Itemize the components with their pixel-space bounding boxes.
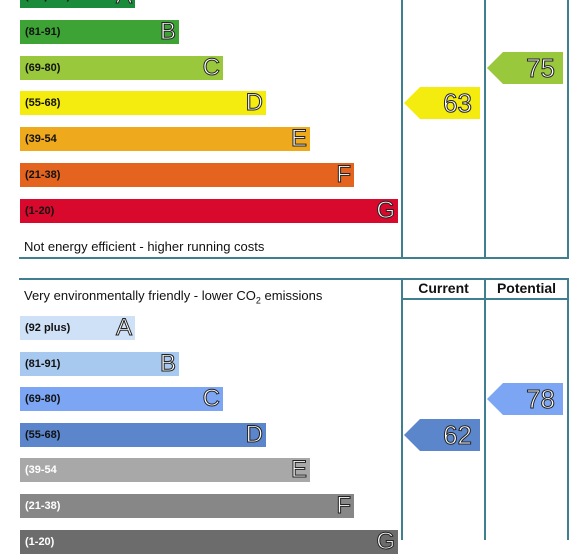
band-letter: G [376, 196, 396, 224]
band-letter: A [115, 314, 132, 341]
rating-band-a: (92 plus) A [20, 0, 135, 9]
band-range-label: (69-80) [25, 393, 61, 406]
potential-rating-arrow-polygon [487, 383, 563, 416]
band-letter: E [290, 456, 307, 484]
current-rating-arrow-value: 62 [443, 419, 473, 450]
top-caption-prefix: Very environmentally friendly - lower CO [24, 288, 256, 303]
band-range-label: (81-91) [25, 25, 61, 38]
band-letter: D [245, 420, 263, 448]
rating-band-f: (21-38) F [20, 161, 354, 188]
band-letter: G [376, 527, 396, 555]
band-range-label: (1-20) [25, 535, 55, 548]
potential-rating-arrow-shape [487, 383, 563, 416]
frame-line [567, 0, 569, 259]
band-range-label: (81-91) [25, 357, 61, 370]
rating-band-g: (1-20) G [20, 196, 398, 224]
rating-band-f: (21-38) F [20, 492, 354, 519]
potential-rating-arrow-value: 75 [526, 52, 556, 83]
band-letter: C [202, 53, 220, 81]
current-rating-arrow: 63 [404, 87, 480, 120]
band-range-label: (21-38) [25, 500, 61, 512]
frame-line [401, 298, 569, 300]
band-range-label: (1-20) [25, 204, 55, 217]
current-rating-arrow-shape [404, 87, 480, 120]
frame-line [19, 257, 569, 259]
column-header-potential: Potential [496, 280, 557, 296]
current-rating-arrow-value: 63 [443, 88, 473, 119]
top-caption-subscript: 2 [255, 295, 261, 306]
band-range-label: (21-38) [25, 169, 61, 181]
current-rating-arrow: 62 [404, 418, 480, 451]
band-letter: B [159, 349, 176, 377]
band-letter: F [336, 161, 352, 188]
frame-line [484, 278, 486, 540]
band-letter: A [115, 0, 132, 9]
band-letter: F [336, 492, 352, 519]
band-letter: C [202, 385, 220, 413]
rating-band-e: (39-54 E [20, 125, 310, 153]
rating-band-b: (81-91) B [20, 349, 179, 377]
rating-band-c: (69-80) C [20, 53, 223, 81]
band-range-label: (39-54 [25, 133, 57, 146]
rating-band-d: (55-68) D [20, 420, 266, 448]
current-rating-arrow-shape [404, 418, 480, 451]
potential-rating-arrow-value: 78 [526, 384, 556, 415]
potential-rating-arrow: 75 [487, 51, 563, 84]
potential-rating-arrow-polygon [487, 51, 563, 84]
band-range-label: (55-68) [25, 428, 61, 441]
environmental-impact-chart: Current Potential Very environmentally f… [0, 278, 585, 555]
frame-line [567, 278, 569, 540]
band-range-label: (92 plus) [25, 322, 71, 334]
energy-efficiency-chart: Not energy efficient - higher running co… [0, 0, 585, 259]
current-rating-arrow-polygon [404, 87, 480, 120]
rating-band-e: (39-54 E [20, 456, 310, 484]
band-range-label: (69-80) [25, 61, 61, 74]
rating-band-a: (92 plus) A [20, 314, 135, 341]
frame-line [401, 0, 403, 259]
bottom-caption: Not energy efficient - higher running co… [24, 239, 265, 254]
rating-band-g: (1-20) G [20, 527, 398, 555]
frame-line [19, 278, 569, 280]
band-range-label: (39-54 [25, 464, 57, 477]
band-letter: B [159, 17, 176, 45]
rating-band-c: (69-80) C [20, 385, 223, 413]
top-caption-suffix: emissions [260, 288, 323, 303]
potential-rating-arrow: 78 [487, 383, 563, 416]
potential-rating-arrow-shape [487, 51, 563, 84]
band-range-label: (92 plus) [25, 0, 70, 2]
column-header-current: Current [418, 280, 469, 296]
frame-line [484, 0, 486, 259]
band-letter: D [245, 89, 263, 117]
band-range-label: (55-68) [25, 97, 61, 110]
frame-line [401, 278, 403, 540]
current-rating-arrow-polygon [404, 418, 480, 451]
band-letter: E [290, 125, 307, 153]
top-caption: Very environmentally friendly - lower CO… [24, 288, 322, 306]
rating-band-b: (81-91) B [20, 17, 179, 45]
rating-band-d: (55-68) D [20, 89, 266, 117]
